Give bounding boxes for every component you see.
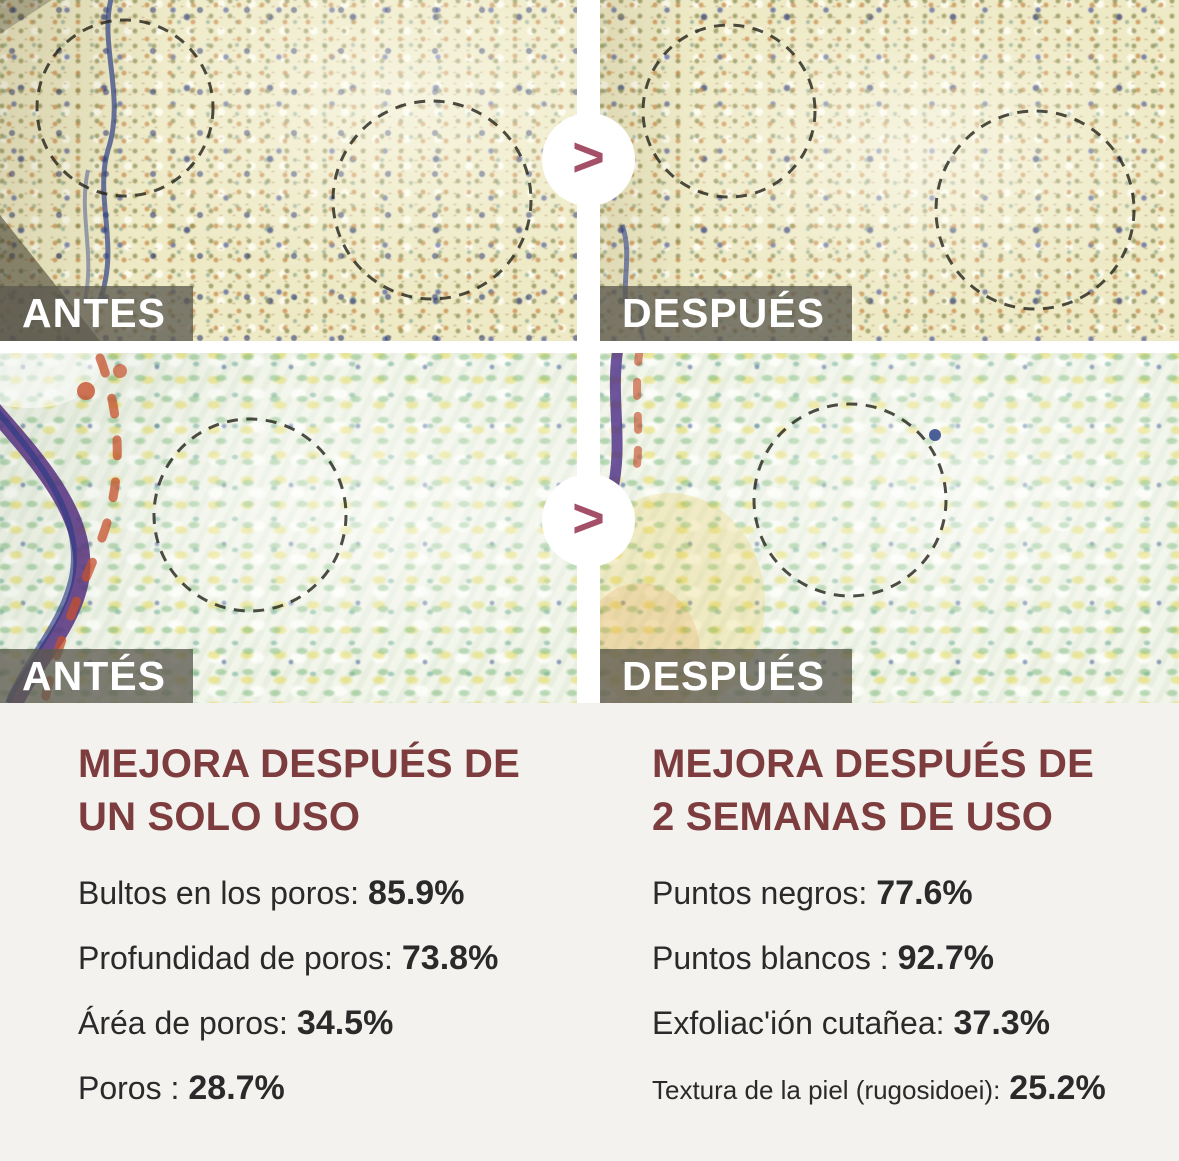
- title-line2: UN SOLO USO: [78, 795, 361, 839]
- results-panel: MEJORA DESPUÉS DE UN SOLO USO Bultos en …: [0, 703, 1179, 1161]
- focus-circle: [934, 109, 1136, 311]
- chevron-right-icon: >: [572, 486, 605, 549]
- stat-label: Poros :: [78, 1070, 180, 1106]
- chevron-right-icon: >: [572, 125, 605, 188]
- stat-value: 25.2%: [1009, 1069, 1106, 1107]
- corner-shadow: [0, 0, 52, 34]
- stat-row: Exfoliac'ión cutañea: 37.3%: [652, 1004, 1177, 1043]
- irritation-spot: [113, 364, 127, 378]
- skin-photo-before-row2: ANTÉS: [0, 353, 577, 703]
- stat-value: 85.9%: [368, 874, 465, 912]
- after-label-text: DESPUÉS: [622, 290, 825, 336]
- stat-label: Bultos en los poros:: [78, 875, 360, 911]
- skin-crease-mark: [97, 0, 117, 301]
- results-title-two-weeks: MEJORA DESPUÉS DE 2 SEMANAS DE USO: [652, 738, 1177, 844]
- stat-row: Profundidad de poros: 73.8%: [78, 939, 598, 978]
- stat-value: 34.5%: [296, 1004, 394, 1042]
- stats-list: Bultos en los poros: 85.9% Profundidad de…: [78, 874, 598, 1108]
- stat-label: Exfoliac'ión cutañea:: [652, 1005, 945, 1041]
- stat-label: Textura de la piel (rugosidoei):: [652, 1075, 1001, 1105]
- stat-row: Bultos en los poros: 85.9%: [78, 874, 598, 913]
- stat-row: Áréa de poros: 34.5%: [78, 1004, 598, 1043]
- stat-value: 37.3%: [953, 1004, 1050, 1042]
- results-title-single-use: MEJORA DESPUÉS DE UN SOLO USO: [78, 738, 598, 844]
- stat-value: 73.8%: [401, 939, 499, 977]
- irritation-streak: [630, 353, 644, 487]
- before-label-row2: ANTÉS: [0, 649, 193, 703]
- dark-spot: [929, 429, 941, 441]
- stat-value: 77.6%: [876, 874, 973, 912]
- focus-circle: [152, 417, 348, 613]
- skin-photo-after-row1: DESPUÉS: [600, 0, 1179, 341]
- skin-photo-after-row2: DESPUÉS: [600, 353, 1179, 703]
- skin-crease-mark: [82, 169, 91, 306]
- stat-value: 28.7%: [188, 1069, 285, 1107]
- irritation-spot: [77, 382, 95, 400]
- results-single-use: MEJORA DESPUÉS DE UN SOLO USO Bultos en …: [78, 738, 598, 1134]
- before-label-text: ANTES: [22, 290, 166, 336]
- after-label-row1: DESPUÉS: [600, 286, 852, 341]
- skin-photo-before-row1: ANTES: [0, 0, 577, 341]
- stat-label: Puntos blancos :: [652, 940, 889, 976]
- stat-row: Poros :28.7%: [78, 1069, 598, 1108]
- title-line1: MEJORA DESPUÉS DE: [652, 742, 1095, 786]
- stat-value: 92.7%: [897, 939, 994, 977]
- before-label-row1: ANTES: [0, 286, 193, 341]
- before-after-arrow-row2: >: [542, 474, 635, 567]
- after-label-text: DESPUÉS: [622, 653, 825, 699]
- highlight-blotch: [0, 353, 100, 408]
- results-two-weeks: MEJORA DESPUÉS DE 2 SEMANAS DE USO Punto…: [652, 738, 1177, 1136]
- stat-label: Puntos negros:: [652, 875, 868, 911]
- before-after-arrow-row1: >: [542, 113, 635, 206]
- stat-label: Áréa de poros:: [78, 1005, 288, 1041]
- stats-list: Puntos negros: 77.6% Puntos blancos :92.7…: [652, 874, 1177, 1110]
- title-line1: MEJORA DESPUÉS DE: [78, 742, 521, 786]
- title-line2: 2 SEMANAS DE USO: [652, 795, 1054, 839]
- focus-circle: [331, 99, 533, 301]
- focus-circle: [752, 402, 948, 598]
- stat-row: Textura de la piel (rugosidoei): 25.2%: [652, 1069, 1177, 1110]
- after-label-row2: DESPUÉS: [600, 649, 852, 703]
- focus-circle: [35, 18, 215, 198]
- stat-row: Puntos blancos :92.7%: [652, 939, 1177, 978]
- stat-row: Puntos negros: 77.6%: [652, 874, 1177, 913]
- focus-circle: [641, 23, 817, 199]
- stat-label: Profundidad de poros:: [78, 940, 393, 976]
- before-label-text: ANTÉS: [22, 653, 166, 699]
